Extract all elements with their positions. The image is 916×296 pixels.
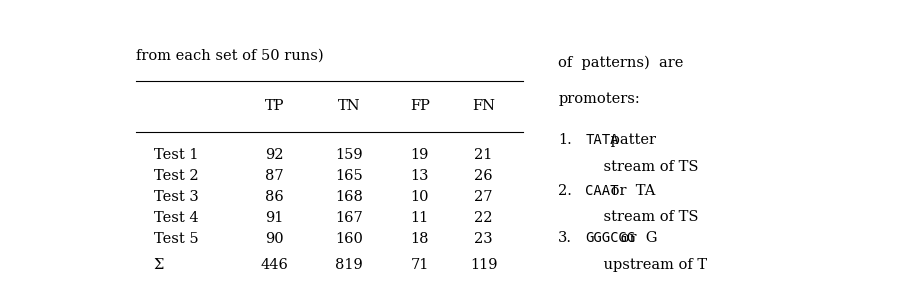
Text: 10: 10	[410, 190, 429, 204]
Text: promoters:: promoters:	[558, 92, 640, 106]
Text: Test 4: Test 4	[154, 211, 198, 225]
Text: 119: 119	[470, 258, 497, 272]
Text: 167: 167	[335, 211, 363, 225]
Text: 92: 92	[265, 148, 283, 162]
Text: 19: 19	[410, 148, 429, 162]
Text: or  TA: or TA	[605, 184, 655, 197]
Text: Test 1: Test 1	[154, 148, 198, 162]
Text: 168: 168	[335, 190, 363, 204]
Text: stream of TS: stream of TS	[585, 160, 699, 173]
Text: 11: 11	[410, 211, 429, 225]
Text: from each set of 50 runs): from each set of 50 runs)	[136, 49, 323, 63]
Text: GGGCGG: GGGCGG	[585, 231, 636, 245]
Text: 13: 13	[410, 169, 429, 183]
Text: CAAT: CAAT	[585, 184, 618, 197]
Text: 23: 23	[474, 232, 493, 246]
Text: 87: 87	[265, 169, 284, 183]
Text: 18: 18	[410, 232, 429, 246]
Text: stream of TS: stream of TS	[585, 210, 699, 224]
Text: 1.: 1.	[558, 133, 572, 147]
Text: Test 3: Test 3	[154, 190, 198, 204]
Text: TP: TP	[265, 99, 284, 113]
Text: 446: 446	[260, 258, 289, 272]
Text: 27: 27	[474, 190, 493, 204]
Text: 26: 26	[474, 169, 493, 183]
Text: 159: 159	[335, 148, 363, 162]
Text: or  G: or G	[616, 231, 658, 245]
Text: 21: 21	[474, 148, 493, 162]
Text: 22: 22	[474, 211, 493, 225]
Text: 160: 160	[335, 232, 363, 246]
Text: 71: 71	[410, 258, 429, 272]
Text: patter: patter	[605, 133, 656, 147]
Text: FN: FN	[472, 99, 496, 113]
Text: Test 5: Test 5	[154, 232, 198, 246]
Text: 2.: 2.	[558, 184, 572, 197]
Text: FP: FP	[409, 99, 430, 113]
Text: 90: 90	[265, 232, 284, 246]
Text: 819: 819	[335, 258, 363, 272]
Text: Σ: Σ	[154, 258, 164, 272]
Text: 91: 91	[265, 211, 283, 225]
Text: 3.: 3.	[558, 231, 572, 245]
Text: Test 2: Test 2	[154, 169, 198, 183]
Text: upstream of T: upstream of T	[585, 258, 707, 271]
Text: 86: 86	[265, 190, 284, 204]
Text: TN: TN	[337, 99, 360, 113]
Text: of  patterns)  are: of patterns) are	[558, 56, 683, 70]
Text: 165: 165	[335, 169, 363, 183]
Text: TATA: TATA	[585, 133, 618, 147]
